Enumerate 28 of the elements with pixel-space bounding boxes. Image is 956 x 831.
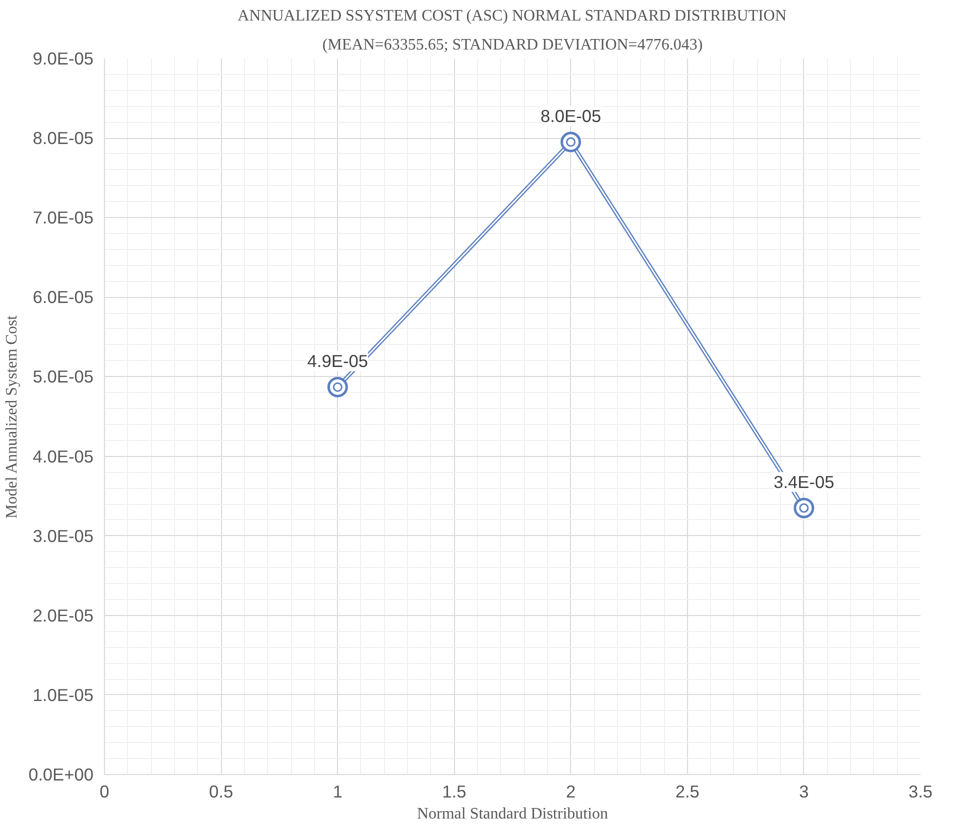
x-tick-label: 0	[100, 782, 110, 802]
data-label: 3.4E-05	[774, 472, 834, 492]
y-tick-label: 5.0E-05	[32, 366, 94, 387]
x-axis-title: Normal Standard Distribution	[416, 806, 608, 822]
y-tick-label: 9.0E-05	[32, 48, 94, 68]
y-tick-label: 6.0E-05	[32, 287, 94, 308]
x-tick-label: 2.5	[675, 782, 700, 802]
chart-title: ANNUALIZED SSYSTEM COST (ASC) NORMAL STANDARD DISTRIBUTION	[238, 8, 787, 24]
x-tick-label: 1.5	[442, 782, 466, 802]
y-tick-label: 3.0E-05	[32, 526, 94, 546]
y-tick-label: 2.0E-05	[32, 605, 94, 626]
chart-subtitle: (MEAN=63355.65; STANDARD DEVIATION=4776.043)	[322, 36, 703, 54]
x-tick-label: 2	[566, 782, 576, 802]
x-tick-label: 1	[332, 782, 342, 802]
data-label: 4.9E-05	[307, 351, 368, 372]
point	[560, 132, 582, 152]
x-tick-label: 0.5	[209, 782, 234, 802]
data-label: 8.0E-05	[540, 106, 602, 126]
y-tick-label: 8.0E-05	[32, 128, 94, 148]
x-tick-label: 3	[799, 782, 809, 802]
point	[794, 498, 814, 518]
y-tick-label: 4.0E-05	[32, 446, 94, 466]
y-tick-label: 1.0E-05	[32, 684, 94, 705]
y-tick-label: 0.0E+00	[28, 764, 94, 784]
y-axis-title: Model Annualized System Cost	[3, 314, 20, 518]
point	[327, 376, 348, 398]
y-tick-label: 7.0E-05	[32, 208, 94, 228]
x-tick-label: 3.5	[908, 782, 933, 802]
